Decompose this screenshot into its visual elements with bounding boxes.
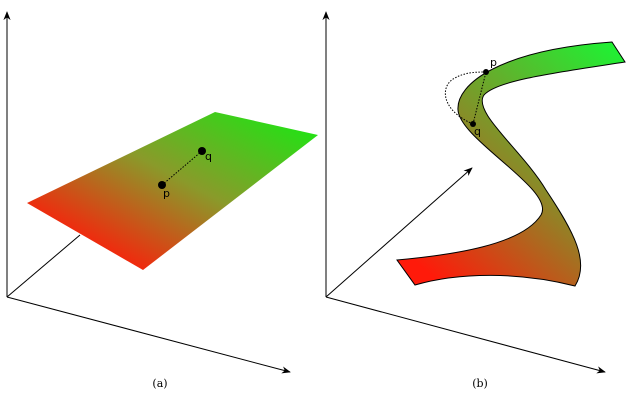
- panel-a: p q (a): [3, 11, 318, 390]
- axis: [325, 296, 606, 374]
- geodesic: [444, 71, 487, 125]
- panel-b: p q (b): [322, 11, 626, 390]
- point-label: p: [163, 187, 170, 200]
- ribbon: [396, 41, 626, 287]
- point: [483, 69, 489, 75]
- panel-label: (b): [472, 377, 488, 390]
- plane: [27, 112, 318, 270]
- point-label: q: [474, 125, 481, 138]
- point: [198, 147, 206, 155]
- panel-label: (a): [152, 377, 167, 390]
- axis: [6, 234, 81, 298]
- point: [470, 121, 476, 127]
- point: [158, 181, 166, 189]
- point-label: q: [205, 150, 212, 163]
- axis: [6, 296, 291, 374]
- axis: [325, 167, 473, 298]
- point-label: p: [490, 56, 497, 69]
